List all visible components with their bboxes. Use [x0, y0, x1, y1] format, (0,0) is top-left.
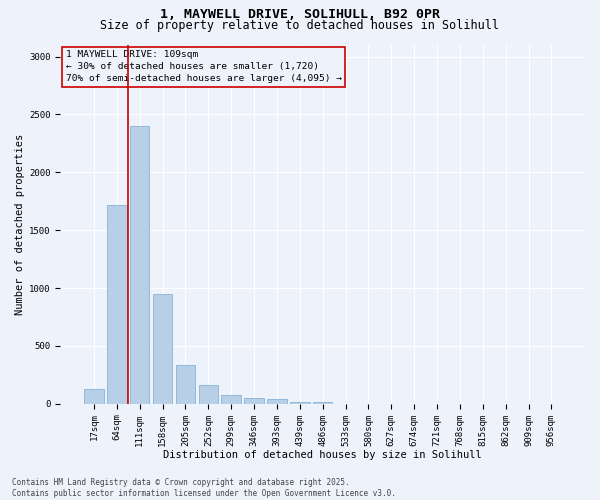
Bar: [130, 126, 149, 404]
Bar: [199, 385, 218, 404]
X-axis label: Distribution of detached houses by size in Solihull: Distribution of detached houses by size …: [163, 450, 482, 460]
Bar: [313, 402, 332, 404]
Text: 1 MAYWELL DRIVE: 109sqm
← 30% of detached houses are smaller (1,720)
70% of semi: 1 MAYWELL DRIVE: 109sqm ← 30% of detache…: [65, 50, 341, 83]
Text: Contains HM Land Registry data © Crown copyright and database right 2025.
Contai: Contains HM Land Registry data © Crown c…: [12, 478, 396, 498]
Bar: [244, 398, 264, 404]
Bar: [221, 394, 241, 404]
Text: Size of property relative to detached houses in Solihull: Size of property relative to detached ho…: [101, 18, 499, 32]
Bar: [267, 399, 287, 404]
Bar: [290, 402, 310, 404]
Bar: [84, 389, 104, 404]
Bar: [176, 364, 195, 404]
Text: 1, MAYWELL DRIVE, SOLIHULL, B92 0PR: 1, MAYWELL DRIVE, SOLIHULL, B92 0PR: [160, 8, 440, 21]
Bar: [153, 294, 172, 404]
Bar: [107, 205, 127, 404]
Y-axis label: Number of detached properties: Number of detached properties: [15, 134, 25, 315]
